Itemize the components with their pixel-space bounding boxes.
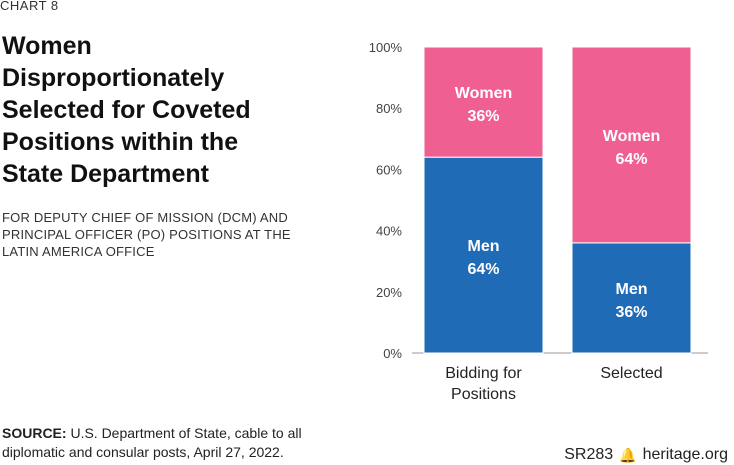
y-tick-label: 80%	[376, 101, 402, 116]
report-id: SR283	[564, 446, 614, 463]
bar-segment-women	[571, 46, 692, 244]
segment-series-label: Men	[468, 238, 500, 255]
source-note: SOURCE: U.S. Department of State, cable …	[2, 424, 322, 462]
chart-title: Women Disproportionately Selected for Co…	[2, 32, 251, 188]
segment-value-label: 64%	[615, 151, 647, 168]
branding: SR283 🔔 heritage.org	[564, 446, 728, 464]
y-tick-label: 100%	[369, 40, 403, 55]
bar-segment-women	[423, 46, 544, 158]
segment-series-label: Men	[616, 281, 648, 298]
segment-value-label: 64%	[467, 261, 499, 278]
y-tick-label: 0%	[383, 346, 402, 361]
category-labels: Bidding for Positions Selected	[445, 365, 662, 403]
segment-value-label: 36%	[615, 304, 647, 321]
chart-number: CHART 8	[0, 0, 59, 13]
category-label: Bidding for	[445, 365, 522, 382]
liberty-bell-icon: 🔔	[619, 446, 637, 463]
segment-value-label: 36%	[467, 108, 499, 125]
source-label: SOURCE:	[2, 425, 67, 441]
segment-series-label: Women	[603, 128, 660, 145]
bar-segment-men	[423, 156, 544, 354]
y-tick-label: 40%	[376, 224, 402, 239]
site-name: heritage.org	[642, 446, 728, 463]
y-tick-label: 20%	[376, 285, 402, 300]
source-text: U.S. Department of State, cable to all d…	[2, 425, 302, 460]
category-label: Selected	[600, 365, 662, 382]
chart-subtitle: FOR DEPUTY CHIEF OF MISSION (DCM) AND PR…	[2, 210, 291, 259]
y-axis: 0% 20% 40% 60% 80% 100%	[369, 40, 708, 361]
bar-segment-men	[571, 242, 692, 354]
segment-series-label: Women	[455, 85, 512, 102]
bars: Men 64% Women 36% Men 36% Women 64%	[423, 46, 692, 354]
category-label: Positions	[451, 386, 516, 403]
y-tick-label: 60%	[376, 162, 402, 177]
